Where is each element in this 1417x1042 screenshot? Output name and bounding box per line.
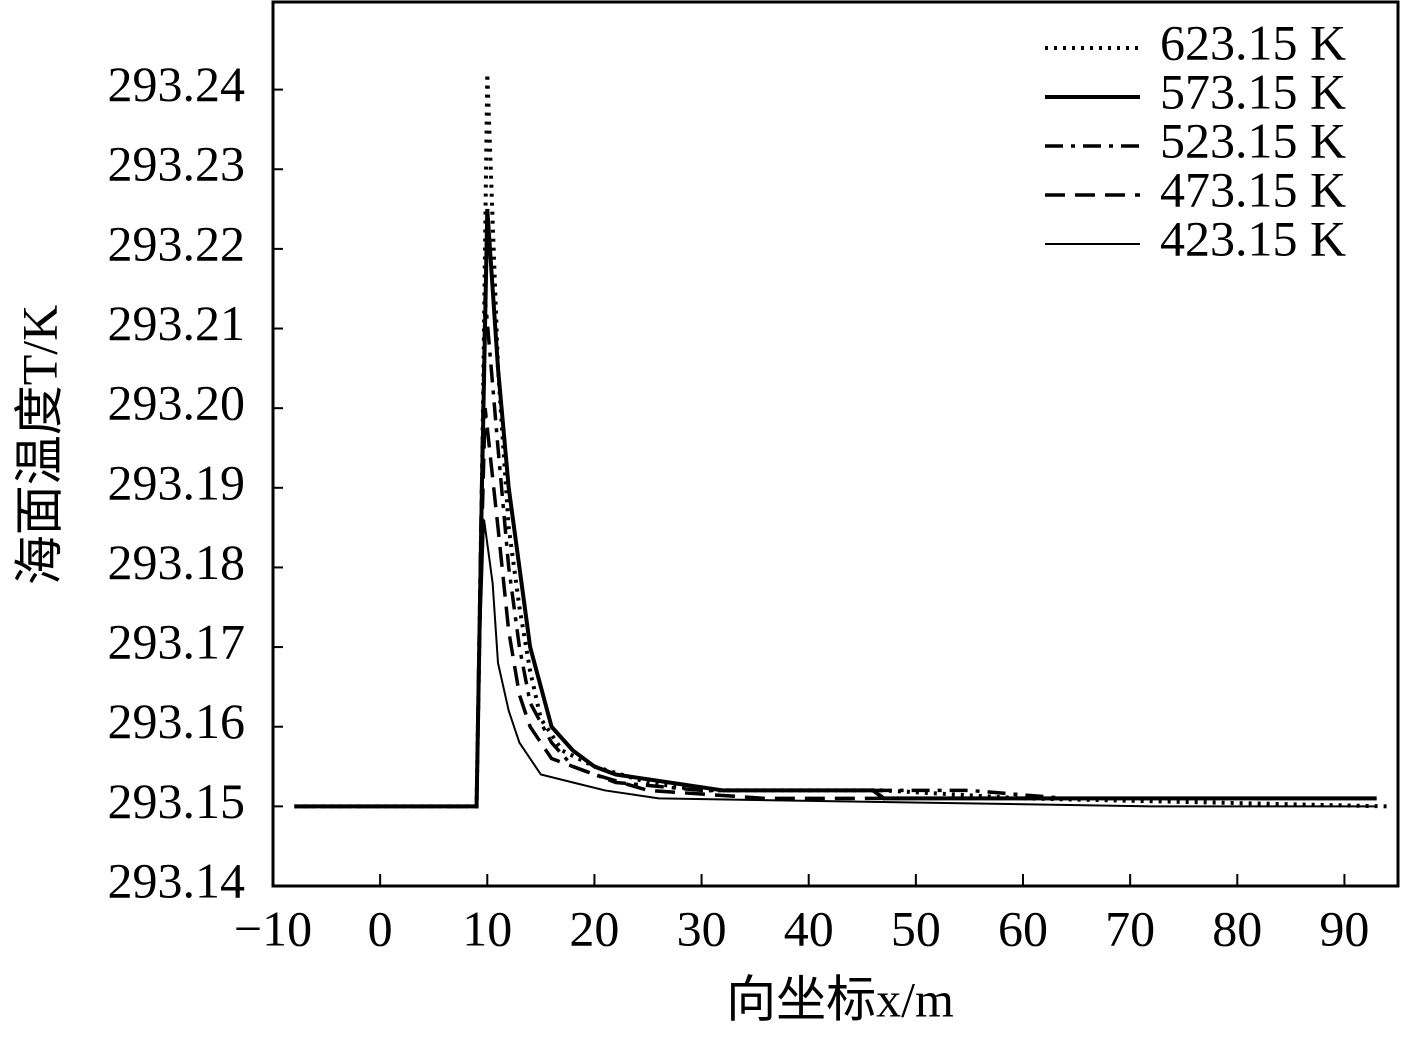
x-tick-label: 70: [1105, 900, 1155, 956]
y-tick-label: 293.17: [108, 614, 246, 670]
legend-label: 473.15 K: [1160, 161, 1346, 217]
data-line: [294, 208, 1377, 809]
x-tick-label: −10: [234, 900, 312, 956]
y-tick-label: 293.21: [108, 295, 246, 351]
x-tick-label: 50: [891, 900, 941, 956]
legend-label: 523.15 K: [1160, 112, 1346, 168]
x-tick-label: 20: [569, 900, 619, 956]
legend-label: 573.15 K: [1160, 63, 1346, 119]
legend-label: 623.15 K: [1160, 14, 1346, 70]
x-tick-label: 80: [1212, 900, 1262, 956]
legend-label: 423.15 K: [1160, 210, 1346, 266]
y-tick-label: 293.19: [108, 454, 246, 510]
x-tick-label: 30: [677, 900, 727, 956]
y-tick-label: 293.16: [108, 693, 246, 749]
x-tick-label: 90: [1319, 900, 1369, 956]
y-tick-label: 293.15: [108, 773, 246, 829]
x-tick-label: 40: [784, 900, 834, 956]
data-line: [294, 296, 1377, 809]
y-tick-label: 293.22: [108, 215, 246, 271]
y-tick-label: 293.14: [108, 852, 246, 908]
y-axis-label: 海面温度T/K: [11, 305, 67, 586]
plot-frame: [271, 0, 1400, 888]
x-tick-label: 0: [368, 900, 393, 956]
x-tick-label: 60: [998, 900, 1048, 956]
data-line: [294, 407, 1377, 809]
y-tick-label: 293.18: [108, 534, 246, 590]
x-tick-label: 10: [462, 900, 512, 956]
y-tick-label: 293.23: [108, 136, 246, 192]
data-line: [294, 519, 1377, 808]
y-tick-label: 293.24: [108, 56, 246, 112]
x-axis-label: 向坐标x/m: [726, 971, 954, 1027]
y-tick-label: 293.20: [108, 375, 246, 431]
